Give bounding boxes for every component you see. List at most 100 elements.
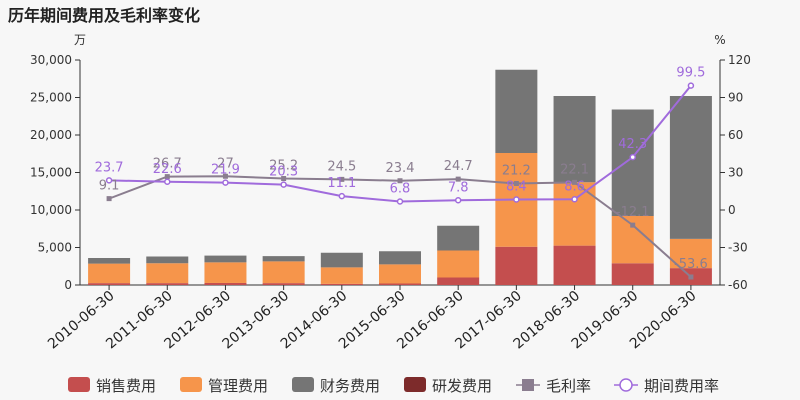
y-right-tick-label: -30 [728,241,748,255]
point-期间费用率 [629,153,636,161]
legend-item-管理费用[interactable]: 管理费用 [180,377,268,395]
bar-销售费用 [437,277,480,285]
bar-销售费用 [379,283,421,285]
bar-财务费用 [553,96,596,183]
point-期间费用率 [396,198,404,205]
point-期间费用率 [338,192,346,200]
legend-label: 毛利率 [546,377,591,395]
legend-label: 管理费用 [208,377,268,395]
point-毛利率 [397,178,403,184]
point-毛利率 [281,176,287,181]
y-right-tick-label: 60 [728,128,743,142]
legend-item-期间费用率[interactable]: 期间费用率 [614,377,719,395]
point-毛利率 [455,176,461,182]
chart-title: 历年期间费用及毛利率变化 [8,6,201,25]
y-right-tick-label: 120 [728,53,751,67]
y-left-tick-label: 10,000 [30,203,72,217]
bar-管理费用 [320,267,363,284]
legend-label: 销售费用 [96,377,156,395]
data-label-期间费用率: 42.3 [618,137,647,152]
bar-管理费用 [437,250,480,278]
legend-item-销售费用[interactable]: 销售费用 [68,377,156,395]
data-label-毛利率: 25.2 [269,159,298,174]
bar-管理费用 [88,263,131,284]
y-right-tick-label: -60 [728,278,748,292]
point-毛利率 [630,222,636,228]
bar-财务费用 [146,256,189,264]
bar-财务费用 [262,256,305,262]
data-label-期间费用率: 20.3 [269,165,298,180]
data-label-毛利率: -12.1 [616,205,650,220]
point-期间费用率 [280,181,287,188]
legend-swatch [404,377,426,392]
bar-财务费用 [495,69,538,153]
y-right-unit: % [714,33,725,47]
bar-管理费用 [379,264,421,284]
y-left-tick-label: 20,000 [30,128,72,142]
point-毛利率 [688,274,694,280]
legend-item-研发费用[interactable]: 研发费用 [404,377,492,395]
y-left-tick-label: 5,000 [38,241,72,255]
y-right-tick-label: 30 [728,166,743,180]
legend-label: 财务费用 [320,377,380,395]
y-left-unit: 万 [74,33,86,47]
bar-财务费用 [379,251,421,265]
bar-销售费用 [495,246,538,285]
legend-swatch [292,377,314,392]
bar-销售费用 [611,263,654,285]
data-label-期间费用率: 6.8 [390,182,411,197]
data-label-毛利率: 26.7 [153,157,182,172]
bar-销售费用 [88,283,131,285]
y-left-tick-label: 30,000 [30,53,72,67]
bar-财务费用 [320,252,363,268]
point-期间费用率 [513,196,520,203]
legend-swatch [68,377,90,392]
y-right-tick-label: 90 [728,91,743,105]
bars [88,69,712,285]
data-label-毛利率: 27 [217,156,234,171]
point-毛利率 [572,179,578,185]
data-label-毛利率: 23.4 [386,161,415,176]
bar-财务费用 [88,258,131,264]
data-label-毛利率: 24.7 [444,159,473,174]
data-label-期间费用率: 99.5 [676,66,705,81]
point-期间费用率 [571,196,578,203]
point-期间费用率 [687,82,695,89]
bar-销售费用 [204,282,247,285]
point-毛利率 [106,196,112,202]
data-label-毛利率: 21.2 [502,164,531,179]
point-毛利率 [164,174,170,180]
legend-swatch [180,377,202,392]
data-labels: 9.1 26.7 27 25.2 24.5 23.4 24.7 21.2 22.1 -12.1 -5… [95,66,708,272]
data-label-期间费用率: 23.7 [95,160,124,175]
data-label-毛利率: 9.1 [99,179,120,194]
data-label-毛利率: 22.1 [560,162,589,177]
legend-label: 期间费用率 [644,377,719,395]
bar-财务费用 [611,109,654,216]
data-label-期间费用率: 7.8 [448,180,469,195]
data-label-期间费用率: 8.4 [506,180,527,195]
point-期间费用率 [454,197,462,204]
bar-管理费用 [146,263,189,284]
legend-label: 研发费用 [432,377,492,395]
lines [105,82,695,280]
bar-管理费用 [262,261,305,284]
legend-item-财务费用[interactable]: 财务费用 [292,377,380,395]
bar-财务费用 [204,255,247,263]
bar-销售费用 [553,245,596,285]
bar-管理费用 [204,262,247,283]
bar-销售费用 [146,283,189,285]
data-label-期间费用率: 22.6 [153,162,182,177]
data-label-毛利率: -53.6 [674,257,708,272]
legend: 销售费用 管理费用 财务费用 研发费用 毛利率 期间费用率 [68,377,719,395]
data-label-期间费用率: 21.9 [211,163,240,178]
y-left-tick-label: 15,000 [30,166,72,180]
y-left-tick-label: 25,000 [30,91,72,105]
point-期间费用率 [222,179,229,186]
y-left-tick-label: 0 [64,278,72,292]
legend-marker [619,378,633,392]
point-期间费用率 [105,177,113,184]
legend-item-毛利率[interactable]: 毛利率 [516,377,591,395]
bar-财务费用 [437,225,480,251]
